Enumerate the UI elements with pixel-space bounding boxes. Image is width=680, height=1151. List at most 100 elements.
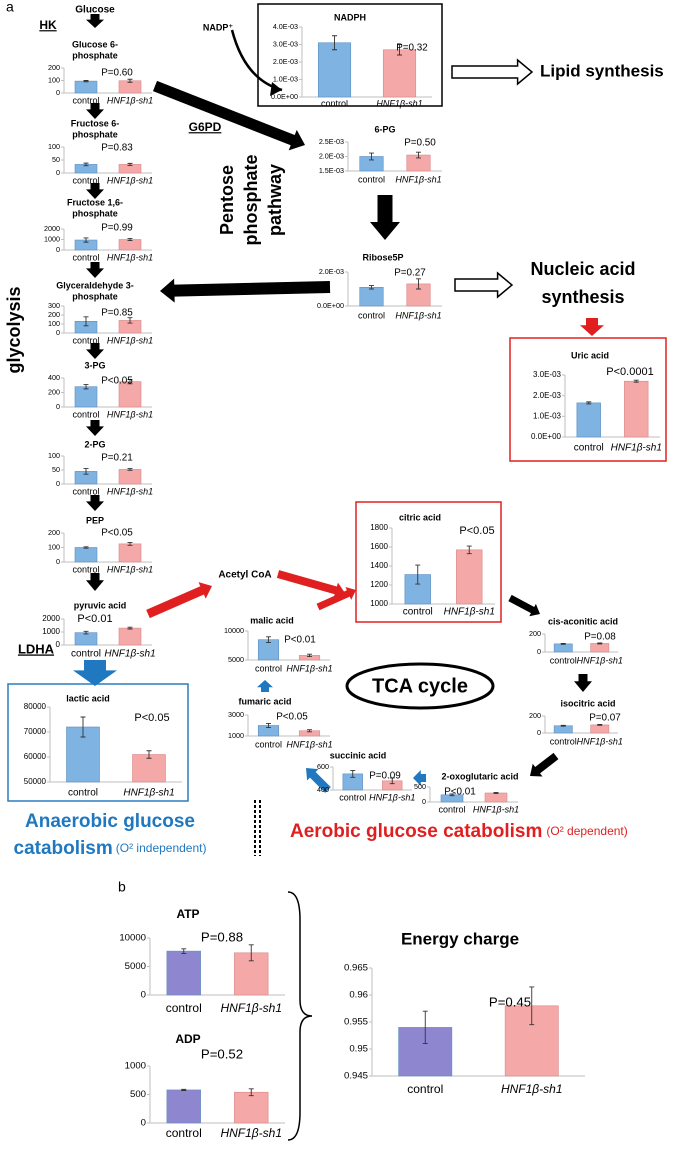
x-tick-label: HNF1β-sh1 (473, 804, 519, 814)
p-value: P<0.05 (276, 712, 308, 723)
y-tick-label: 200 (529, 629, 541, 638)
y-tick-label: 0.0E+00 (317, 301, 344, 310)
chart-title: pyruvic acid (74, 600, 127, 610)
y-tick-label: 100 (48, 75, 60, 84)
x-tick-label: HNF1β-sh1 (107, 252, 153, 262)
error-bar (83, 237, 89, 243)
p-value: P=0.07 (589, 713, 621, 724)
y-tick-label: 3.0E-03 (533, 370, 562, 379)
y-tick-label: 0 (422, 797, 426, 806)
x-tick-label: control (339, 792, 366, 802)
y-tick-label: 80000 (24, 702, 47, 711)
y-tick-label: 3000 (228, 710, 244, 719)
chart-title: phosphate (72, 50, 118, 60)
cycle-label: TCA cycle (372, 675, 468, 697)
error-bar (416, 151, 421, 159)
arrow (86, 573, 104, 591)
outcome-label: synthesis (541, 287, 624, 307)
section-label: Anaerobic glucose (25, 811, 195, 832)
error-bar (416, 278, 421, 290)
error-bar (307, 729, 312, 733)
x-tick-label: control (166, 1001, 202, 1015)
outcome-label: Lipid synthesis (540, 61, 664, 80)
y-tick-label: 0.955 (344, 1017, 368, 1028)
arrow (86, 262, 104, 278)
y-tick-label: 60000 (24, 752, 47, 761)
x-tick-label: control (72, 564, 99, 574)
x-tick-label: HNF1β-sh1 (376, 98, 422, 108)
chart-title: isocitric acid (560, 698, 615, 708)
x-tick-label: HNF1β-sh1 (220, 1001, 282, 1015)
chart-title: NADPH (334, 12, 366, 22)
arrow (574, 674, 592, 692)
y-tick-label: 0.96 (349, 990, 368, 1001)
panel-label: a (6, 0, 14, 15)
arrow (370, 195, 400, 240)
y-tick-label: 5000 (228, 655, 244, 664)
lactic-frame (7, 683, 189, 802)
y-tick-label: 0.95 (349, 1044, 368, 1055)
p-value: P<0.01 (77, 613, 112, 625)
bar (359, 286, 384, 307)
arrow (146, 582, 212, 619)
arrow (451, 58, 534, 86)
nadph-frame (257, 3, 443, 107)
chart-title: 6-PG (374, 124, 395, 134)
p-value: P<0.05 (101, 528, 133, 539)
section-label: catabolism (14, 838, 113, 859)
y-tick-label: 0 (56, 402, 60, 411)
arrow (86, 103, 104, 119)
bar (553, 643, 573, 653)
p-value: P<0.01 (444, 787, 476, 798)
y-tick-label: 1800 (370, 523, 388, 532)
p-value: P=0.83 (101, 143, 133, 154)
chart-title: ATP (176, 907, 199, 921)
section-label: Aerobic glucose catabolism (O² dependent) (290, 821, 628, 842)
error-bar (127, 162, 133, 166)
error-bar (181, 948, 187, 954)
chart-title: malic acid (250, 615, 294, 625)
y-tick-label: 5000 (125, 961, 146, 972)
y-tick-label: 600 (317, 762, 329, 771)
y-tick-label: 500 (414, 782, 426, 791)
y-tick-label: 2.0E-03 (319, 151, 344, 160)
x-tick-label: control (255, 663, 282, 673)
enzyme: HK (39, 18, 57, 32)
error-bar (633, 379, 639, 383)
bar (590, 724, 610, 734)
bar (118, 543, 142, 563)
y-tick-label: 50000 (24, 777, 47, 786)
arrow (306, 768, 331, 793)
y-tick-label: 0 (537, 647, 541, 656)
x-tick-label: HNF1β-sh1 (104, 649, 155, 660)
chart-title: fumaric acid (238, 696, 291, 706)
error-bar (266, 636, 271, 644)
x-tick-label: HNF1β-sh1 (123, 788, 174, 799)
p-value: P<0.05 (101, 376, 133, 387)
arrow (454, 271, 514, 299)
pathway-label: phosphate (241, 154, 261, 245)
x-tick-label: control (255, 739, 282, 749)
x-tick-label: control (71, 649, 101, 660)
y-tick-label: 0 (56, 479, 60, 488)
x-tick-label: control (166, 1126, 202, 1140)
p-value: P=0.50 (404, 138, 436, 149)
bar (590, 643, 610, 653)
y-tick-label: 200 (48, 528, 60, 537)
error-bar (332, 35, 337, 51)
y-tick-label: 1400 (370, 561, 388, 570)
x-tick-label: control (72, 486, 99, 496)
y-tick-label: 2.0E-03 (273, 57, 298, 66)
bar (624, 380, 649, 438)
error-bar (80, 716, 86, 738)
x-tick-label: HNF1β-sh1 (444, 607, 495, 618)
bar (118, 239, 142, 251)
y-tick-label: 200 (48, 387, 60, 396)
bar (456, 549, 483, 605)
error-bar (597, 724, 603, 726)
chart-title: succinic acid (330, 750, 387, 760)
arrow (530, 752, 559, 777)
error-bar (449, 793, 455, 797)
error-bar (586, 401, 592, 405)
